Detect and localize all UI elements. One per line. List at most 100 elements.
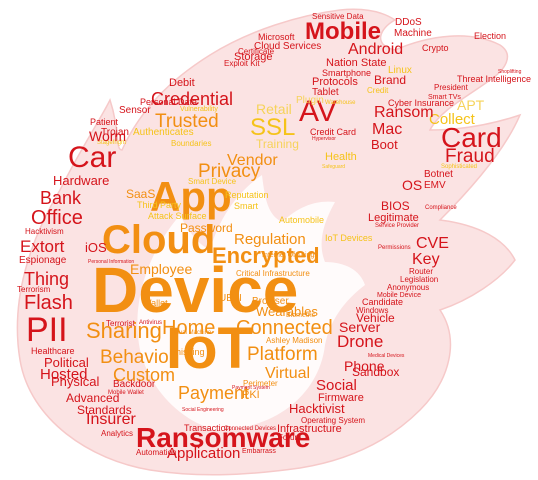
word-healthcare: Healthcare	[31, 346, 75, 356]
word-mobile-wallet: Mobile Wallet	[108, 390, 144, 396]
word-sharing: Sharing	[86, 318, 162, 343]
word-president: President	[434, 83, 468, 92]
word-connected: Connected	[236, 317, 333, 339]
word-credential: Credential	[151, 89, 234, 109]
word-regulation: Regulation	[234, 231, 306, 248]
word-nation-state: Nation State	[326, 57, 387, 69]
word-virtual-machine: Virtual Machine	[170, 330, 212, 336]
word-attack-surface: Attack Surface	[148, 211, 207, 221]
word-linux: Linux	[388, 65, 412, 76]
word-embarrass: Embarrass	[242, 448, 276, 455]
word-saas: SaaS	[126, 187, 156, 201]
word-antivirus: Antivirus	[139, 320, 163, 326]
word-compliance: Compliance	[425, 205, 457, 211]
word-crypto: Crypto	[422, 43, 449, 53]
word-uefi: UEFI	[219, 293, 242, 304]
word-av: AV	[299, 95, 337, 128]
word-custom: Custom	[113, 365, 176, 385]
word-botnet: Botnet	[424, 169, 453, 180]
word-flash: Flash	[24, 292, 73, 314]
word-advanced: Advanced	[66, 391, 120, 405]
word-perimeter: Perimeter	[243, 379, 278, 388]
word-political: Political	[44, 355, 89, 370]
word-certificate: Certificate	[238, 47, 275, 56]
word-stagefright: Stagefright	[97, 140, 127, 146]
word-key: Key	[412, 251, 440, 268]
word-hardware: Hardware	[53, 173, 110, 188]
word-sensitive-data: Sensitive Data	[312, 12, 364, 21]
word-operating-system: Operating System	[301, 416, 366, 425]
word-wallet: Wallet	[143, 298, 168, 308]
word-boundaries: Boundaries	[171, 139, 212, 148]
word-exploit-kit: Exploit Kit	[224, 59, 260, 68]
word-hacktivism: Hacktivism	[25, 227, 64, 236]
word-social: Social	[316, 377, 357, 394]
word-collect: Collect	[429, 111, 475, 128]
word-service-provider: Service Provider	[375, 223, 420, 229]
word-terrorism: Terrorism	[17, 285, 51, 294]
word-os: OS	[402, 177, 423, 193]
word-authenticates: Authenticates	[133, 127, 194, 138]
word-boot: Boot	[371, 137, 398, 152]
word-ddos: DDoS	[395, 17, 422, 28]
word-worm: Worm	[89, 128, 127, 144]
word-storage: Storage	[234, 51, 273, 63]
word-candidate: Candidate	[362, 297, 404, 307]
word-mobile-device: Mobile Device	[377, 292, 421, 299]
word-cyber-insurance: Cyber Insurance	[388, 98, 455, 108]
word-health: Health	[325, 151, 357, 163]
word-sensor: Sensor	[119, 105, 151, 116]
word-cloud-services: Cloud Services	[254, 41, 322, 52]
word-social-engineering: Social Engineering	[182, 407, 224, 413]
word-tablet: Tablet	[312, 87, 339, 98]
word-bank: Bank	[40, 188, 82, 208]
word-password: Password	[180, 221, 233, 235]
word-pii: PII	[26, 311, 68, 349]
word-training: Training	[256, 137, 299, 151]
word-trusted: Trusted	[155, 111, 219, 132]
word-machine: Machine	[394, 28, 432, 39]
word-browser: Browser	[252, 296, 289, 307]
word-extort: Extort	[20, 237, 65, 256]
word-legislation: Legislation	[400, 275, 439, 284]
word-brand: Brand	[374, 73, 407, 87]
word-patient: Patient	[90, 117, 119, 127]
word-ransom: Ransom	[374, 104, 434, 121]
word-mobile: Mobile	[305, 18, 381, 45]
word-sophisticated: Sophisticated	[441, 164, 478, 170]
word-platform: Platform	[247, 344, 318, 365]
word-wearables: Wearables	[256, 304, 318, 319]
word-legitimate: Legitimate	[368, 212, 419, 224]
word-ios: iOS	[85, 240, 107, 255]
word-phone: Phone	[344, 358, 385, 374]
word-threat-intelligence: Threat Intelligence	[457, 74, 532, 84]
word-debit: Debit	[169, 77, 195, 89]
word-payment-system: Payment System	[232, 385, 270, 391]
word-iot: IoT	[166, 316, 253, 381]
word-privacy: Privacy	[198, 161, 261, 182]
word-vehicle: Vehicle	[356, 311, 395, 325]
word-android: Android	[348, 41, 404, 58]
word-home: Home	[162, 317, 216, 339]
word-apt: APT	[457, 97, 485, 113]
word-safeguard: Safeguard	[322, 164, 346, 170]
word-infrastructure: Infrastructure	[277, 423, 342, 435]
word-election: Election	[474, 31, 507, 41]
word-virtual: Virtual	[265, 365, 311, 382]
word-automobile: Automobile	[279, 215, 325, 225]
word-microsoft: Microsoft	[258, 32, 295, 42]
word-encrypted: Encrypted	[212, 243, 320, 268]
word-transaction: Transaction	[184, 423, 231, 433]
word-car: Car	[68, 141, 117, 174]
word-credit-card: Credit Card	[310, 127, 357, 137]
word-plugin: Plugin	[296, 95, 324, 106]
word-medical-devices: Medical Devices	[368, 353, 405, 359]
word-ssl: SSL	[250, 114, 296, 141]
word-phishing: Phishing	[170, 347, 205, 357]
word-smartphone: Smartphone	[322, 68, 372, 78]
word-card: Card	[441, 122, 502, 153]
word-shoplifting: Shoplifting	[498, 69, 522, 75]
word-drone: Drone	[337, 332, 384, 351]
word-app: App	[150, 173, 232, 220]
